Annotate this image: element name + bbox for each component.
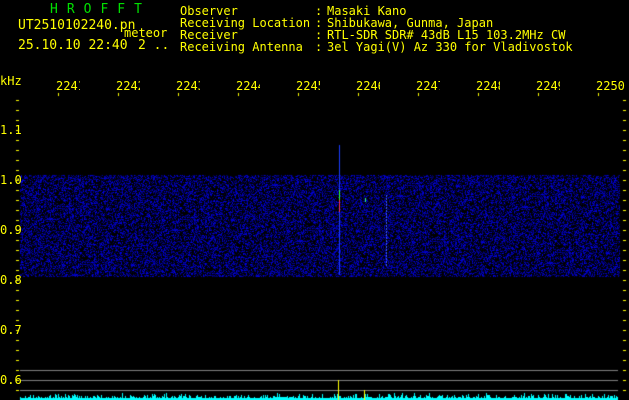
freq-label: 2248 xyxy=(476,80,500,92)
receiver-label: Receiver xyxy=(180,28,238,42)
antenna-label: Receiving Antenna xyxy=(180,40,303,54)
freq-label: 2243 xyxy=(176,80,200,92)
freq-label: 2250 xyxy=(596,80,625,92)
location-label: Receiving Location xyxy=(180,16,311,30)
y-label: 0.8 xyxy=(0,273,22,287)
y-label: 0.6 xyxy=(0,373,22,387)
separator: : xyxy=(315,28,323,42)
separator: : xyxy=(315,4,323,18)
freq-label: 2244 xyxy=(236,80,260,92)
freq-label: 2245 xyxy=(296,80,320,92)
receiver-value: RTL-SDR SDR# 43dB L15 103.2MHz CW xyxy=(327,28,566,42)
mode-label: meteor xyxy=(124,26,168,40)
y-label: 1.1 xyxy=(0,123,22,137)
unit-label: kHz xyxy=(0,74,22,88)
app-title: HROFFT xyxy=(50,2,151,17)
datetime: 25.10.10 22:40 xyxy=(18,38,128,53)
separator: : xyxy=(315,40,323,54)
location-value: Shibukawa, Gunma, Japan xyxy=(327,16,494,30)
freq-label: 2241 xyxy=(56,80,80,92)
antenna-value: 3el Yagi(V) Az 330 for Vladivostok xyxy=(327,40,573,54)
observer-label: Observer xyxy=(180,4,238,18)
filename: UT2510102240.pn xyxy=(18,18,136,33)
y-label: 0.7 xyxy=(0,323,22,337)
observer-value: Masaki Kano xyxy=(327,4,407,18)
separator: : xyxy=(315,16,323,30)
freq-label: 2246 xyxy=(356,80,380,92)
extra-label: 2 .. xyxy=(138,38,170,53)
y-label: 1.0 xyxy=(0,173,22,187)
freq-label: 2247 xyxy=(416,80,440,92)
freq-label: 2249 xyxy=(536,80,560,92)
y-label: 0.9 xyxy=(0,223,22,237)
